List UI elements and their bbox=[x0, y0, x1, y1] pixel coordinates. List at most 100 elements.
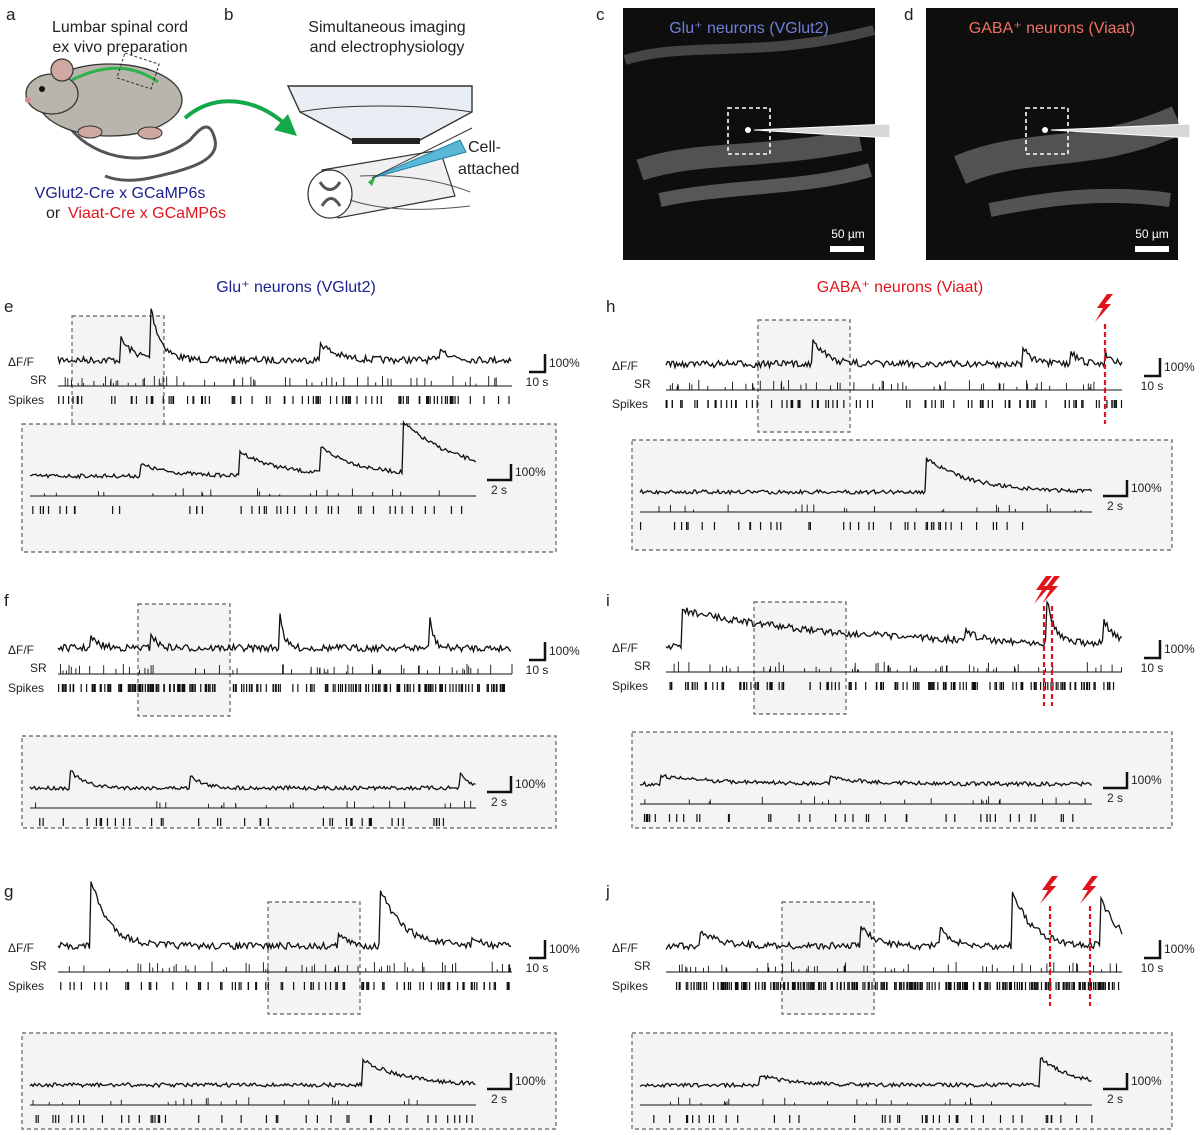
panel-g-zoom-scale-bar-amplitude-label: 100% bbox=[515, 1074, 546, 1088]
panel-i-zoom-sr-trace bbox=[640, 796, 1092, 805]
panel-i-zoom-scale-bar-time-label: 2 s bbox=[1107, 791, 1123, 805]
panel-g-zoom-selection bbox=[267, 901, 361, 1015]
panel-j-zoom-scale-bar bbox=[1103, 1073, 1129, 1091]
panel-f-scale-bar bbox=[529, 642, 547, 662]
panel-f-sr-label: SR bbox=[30, 661, 47, 675]
panel-a-genotype-1: VGlut2-Cre x GCaMP6s bbox=[35, 185, 206, 202]
panel-j-sr-trace bbox=[666, 961, 1122, 973]
panel-g-dff-trace bbox=[57, 881, 511, 951]
panel-e-zoom-dff-trace bbox=[29, 419, 476, 480]
panel-e-zoom-scale-bar-amplitude-label: 100% bbox=[515, 465, 546, 479]
panel-i-sr-trace bbox=[666, 661, 1122, 673]
panel-i-scale-bar-time-label: 10 s bbox=[1141, 661, 1164, 675]
panel-e-zoom-sr-trace bbox=[30, 488, 476, 497]
panel-j-spikes-label: Spikes bbox=[612, 979, 648, 993]
panel-i-zoom-scale-bar bbox=[1103, 772, 1129, 790]
panel-h-spike-raster bbox=[665, 400, 1123, 408]
panel-label-b: b bbox=[224, 5, 233, 24]
panel-j-scale-bar-time-label: 10 s bbox=[1141, 961, 1164, 975]
panel-e-spike-raster bbox=[58, 396, 510, 404]
panel-label-j: j bbox=[605, 882, 610, 901]
panel-h-dff-label: ΔF/F bbox=[612, 359, 638, 373]
panel-e-scale-bar bbox=[529, 354, 547, 374]
panel-f-zoom-scale-bar bbox=[487, 776, 513, 794]
panel-f-zoom-sr-trace bbox=[30, 800, 476, 809]
panel-label-c: c bbox=[596, 5, 605, 24]
panel-i-dff-trace bbox=[665, 599, 1123, 651]
panel-e-zoom-scale-bar-time-label: 2 s bbox=[491, 483, 507, 497]
panel-f-zoom-dff-trace bbox=[29, 770, 476, 792]
panel-e-spikes-label: Spikes bbox=[8, 393, 44, 407]
panel-i-zoom-dff-trace bbox=[639, 773, 1092, 788]
panel-j-stim-icon-1 bbox=[1080, 876, 1098, 904]
panel-g-spikes-label: Spikes bbox=[8, 979, 44, 993]
panel-g-zoom-spike-raster bbox=[35, 1115, 473, 1123]
panel-h-zoom-scale-bar-amplitude-label: 100% bbox=[1131, 481, 1162, 495]
panel-f-dff-label: ΔF/F bbox=[8, 643, 34, 657]
panel-g-zoom-sr-trace bbox=[30, 1097, 476, 1106]
panel-j-dff-label: ΔF/F bbox=[612, 941, 638, 955]
panel-i-zoom-spike-raster bbox=[643, 814, 1074, 822]
micrograph-c bbox=[623, 8, 891, 260]
panel-g-zoom-panel bbox=[21, 1032, 557, 1130]
panel-h-zoom-panel bbox=[631, 439, 1173, 551]
panel-label-a: a bbox=[6, 5, 16, 24]
panel-j-spike-raster bbox=[675, 982, 1120, 990]
panel-c-scale-bar-label: 50 µm bbox=[831, 227, 865, 241]
micrograph-d bbox=[926, 8, 1191, 260]
panel-h-zoom-dff-trace bbox=[639, 457, 1093, 496]
recording-pipette-icon bbox=[371, 127, 473, 179]
panel-h-sr-trace bbox=[666, 379, 1122, 391]
panel-f-zoom-spike-raster bbox=[39, 818, 445, 826]
panel-e-zoom-scale-bar bbox=[487, 464, 513, 482]
panel-label-d: d bbox=[904, 5, 913, 24]
panel-b-title-line1: Simultaneous imaging bbox=[308, 19, 465, 36]
panel-f-spikes-label: Spikes bbox=[8, 681, 44, 695]
panel-f-sr-trace bbox=[58, 663, 513, 675]
panel-i-spikes-label: Spikes bbox=[612, 679, 648, 693]
panel-b-recording-line1: Cell- bbox=[468, 139, 501, 156]
panel-h-zoom-selection bbox=[757, 319, 851, 433]
panel-f-zoom-panel bbox=[21, 735, 557, 829]
green-arrow-icon bbox=[183, 99, 297, 136]
panel-label-h: h bbox=[606, 297, 615, 316]
panel-g-zoom-dff-trace bbox=[29, 1057, 476, 1089]
panel-d-scale-bar-label: 50 µm bbox=[1135, 227, 1169, 241]
panel-f-spike-raster bbox=[58, 684, 506, 692]
panel-h-zoom-scale-bar bbox=[1103, 480, 1129, 498]
panel-i-scale-bar bbox=[1144, 640, 1162, 660]
panel-h-stim-icon-0 bbox=[1095, 294, 1113, 322]
panel-e-dff-trace bbox=[57, 308, 512, 366]
microscope-objective-icon bbox=[286, 85, 473, 144]
panel-e-scale-bar-amplitude-label: 100% bbox=[549, 356, 580, 370]
panel-label-i: i bbox=[606, 591, 610, 610]
panel-e-zoom-selection bbox=[71, 315, 165, 429]
panel-j-stim-icon-0 bbox=[1040, 876, 1058, 904]
panel-i-stim-icon-1 bbox=[1042, 576, 1060, 604]
panel-g-sr-label: SR bbox=[30, 959, 47, 973]
panel-e-zoom-panel bbox=[21, 423, 557, 553]
panel-h-spikes-label: Spikes bbox=[612, 397, 648, 411]
panel-h-zoom-sr-trace bbox=[640, 504, 1092, 513]
panel-f-scale-bar-amplitude-label: 100% bbox=[549, 644, 580, 658]
panel-label-f: f bbox=[4, 591, 9, 610]
panel-j-zoom-sr-trace bbox=[640, 1097, 1092, 1106]
panel-e-sr-label: SR bbox=[30, 373, 47, 387]
panel-label-e: e bbox=[4, 297, 13, 316]
spinal-cord-illustration bbox=[307, 149, 471, 219]
panel-g-sr-trace bbox=[58, 961, 512, 973]
panel-g-zoom-scale-bar-time-label: 2 s bbox=[491, 1092, 507, 1106]
panel-i-zoom-selection bbox=[753, 601, 847, 715]
panel-j-zoom-dff-trace bbox=[639, 1056, 1092, 1089]
panel-g-scale-bar bbox=[529, 940, 547, 960]
panel-g-zoom-scale-bar bbox=[487, 1073, 513, 1091]
panel-g-dff-label: ΔF/F bbox=[8, 941, 34, 955]
right-column-title: GABA⁺ neurons (Viaat) bbox=[817, 279, 983, 296]
panel-h-scale-bar bbox=[1144, 358, 1162, 378]
panel-f-scale-bar-time-label: 10 s bbox=[526, 663, 549, 677]
panel-a-title-line2: ex vivo preparation bbox=[52, 39, 187, 56]
panel-f-zoom-scale-bar-amplitude-label: 100% bbox=[515, 777, 546, 791]
panel-e-scale-bar-time-label: 10 s bbox=[526, 375, 549, 389]
